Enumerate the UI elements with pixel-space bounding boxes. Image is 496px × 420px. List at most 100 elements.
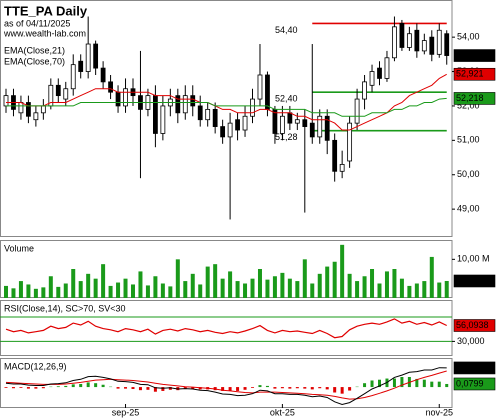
candle-body: [250, 98, 255, 117]
volume-bar: [407, 285, 412, 298]
volume-bar: [414, 283, 419, 298]
candle-body: [265, 74, 270, 110]
candle-body: [287, 112, 293, 124]
candle-body: [377, 67, 382, 79]
volume-bar: [78, 281, 83, 298]
histogram-bar: [415, 378, 419, 388]
volume-bar: [392, 269, 397, 298]
volume-bar: [347, 273, 352, 298]
rsi-line: [5, 318, 447, 339]
volume-bar: [130, 284, 135, 298]
x-tick-label: sep-25: [112, 407, 140, 417]
candle-body: [399, 22, 405, 48]
volume-bar: [235, 281, 240, 298]
histogram-bar: [236, 387, 240, 391]
candle-body: [309, 122, 315, 138]
volume-bar: [310, 283, 315, 298]
y-tick-label: 52,00: [457, 100, 480, 110]
candle-body: [33, 112, 39, 121]
value-badge: [453, 274, 496, 288]
histogram-bar: [370, 380, 374, 388]
histogram-bar: [41, 387, 45, 389]
candle-body: [235, 119, 240, 131]
subtitle: as of 04/11/2025: [4, 18, 70, 28]
x-tick-label: okt-25: [270, 407, 295, 417]
y-tick-label: 30,000: [457, 336, 485, 346]
volume-bar: [280, 272, 285, 298]
candle-body: [332, 139, 338, 172]
candle-body: [384, 57, 390, 79]
volume-bar: [429, 256, 434, 298]
histogram-bar: [124, 387, 128, 389]
histogram-bar: [161, 387, 165, 391]
volume-bar: [175, 259, 180, 298]
candle-body: [406, 33, 412, 48]
candle-body: [160, 105, 166, 134]
candle-body: [324, 115, 330, 141]
volume-bar: [86, 273, 91, 298]
candle-body: [93, 43, 99, 69]
y-tick-label: 10,00 M: [457, 254, 490, 264]
histogram-bar: [183, 387, 187, 390]
volume-bar: [56, 286, 61, 298]
histogram-bar: [4, 387, 8, 388]
value-badge: [453, 92, 496, 105]
macd-line: [5, 367, 447, 406]
candle-body: [392, 26, 397, 59]
histogram-bar: [11, 387, 15, 389]
volume-bar: [101, 264, 106, 298]
histogram-bar: [146, 387, 150, 390]
candle-body: [123, 88, 128, 107]
panel-title: Volume: [4, 243, 34, 253]
histogram-bar: [265, 385, 269, 388]
histogram-bar: [228, 387, 232, 391]
ema-line: [6, 73, 447, 131]
candle-body: [429, 36, 435, 55]
chart-title: TTE_PA Daily: [4, 3, 88, 18]
volume-bar: [168, 286, 173, 298]
candle-body: [70, 64, 76, 90]
candle-body: [63, 88, 69, 100]
volume-bar: [190, 273, 195, 298]
volume-bar: [355, 281, 360, 298]
histogram-bar: [94, 383, 98, 388]
histogram-bar: [378, 379, 381, 388]
histogram-bar: [400, 376, 404, 388]
volume-bar: [71, 269, 76, 298]
volume-bar: [302, 259, 307, 298]
histogram-bar: [258, 385, 262, 388]
candle-body: [279, 115, 285, 134]
histogram-bar: [101, 384, 105, 388]
volume-bar: [257, 269, 262, 298]
volume-bar: [332, 261, 337, 298]
value-badge: [453, 377, 496, 391]
volume-bar: [250, 278, 255, 298]
histogram-bar: [340, 387, 344, 394]
candle-body: [362, 81, 367, 100]
volume-bar: [370, 269, 375, 298]
candle-body: [369, 71, 375, 86]
level-label: 52,40: [275, 94, 298, 104]
histogram-bar: [56, 386, 60, 388]
candle-body: [242, 115, 248, 131]
volume-bar: [183, 281, 188, 298]
panel-frame: [0, 358, 453, 408]
candle-body: [339, 164, 345, 172]
candle-body: [40, 105, 46, 114]
volume-bar: [295, 281, 300, 298]
candle-body: [414, 29, 420, 52]
value-badge-label: 0,4934: [456, 362, 484, 372]
histogram-bar: [422, 379, 426, 388]
volume-bar: [243, 283, 248, 298]
volume-bar: [325, 266, 330, 298]
histogram-bar: [79, 383, 83, 388]
value-badge-label: 52,218: [456, 93, 484, 103]
level-label: 54,40: [275, 25, 298, 35]
histogram-bar: [153, 387, 157, 392]
panel-title: MACD(12,26,9): [4, 361, 67, 371]
legend-label: EMA(Close,70): [4, 56, 65, 66]
histogram-bar: [363, 383, 367, 388]
value-badge: [453, 67, 496, 81]
y-tick-label: 51,00: [457, 135, 480, 145]
histogram-bar: [295, 387, 299, 389]
